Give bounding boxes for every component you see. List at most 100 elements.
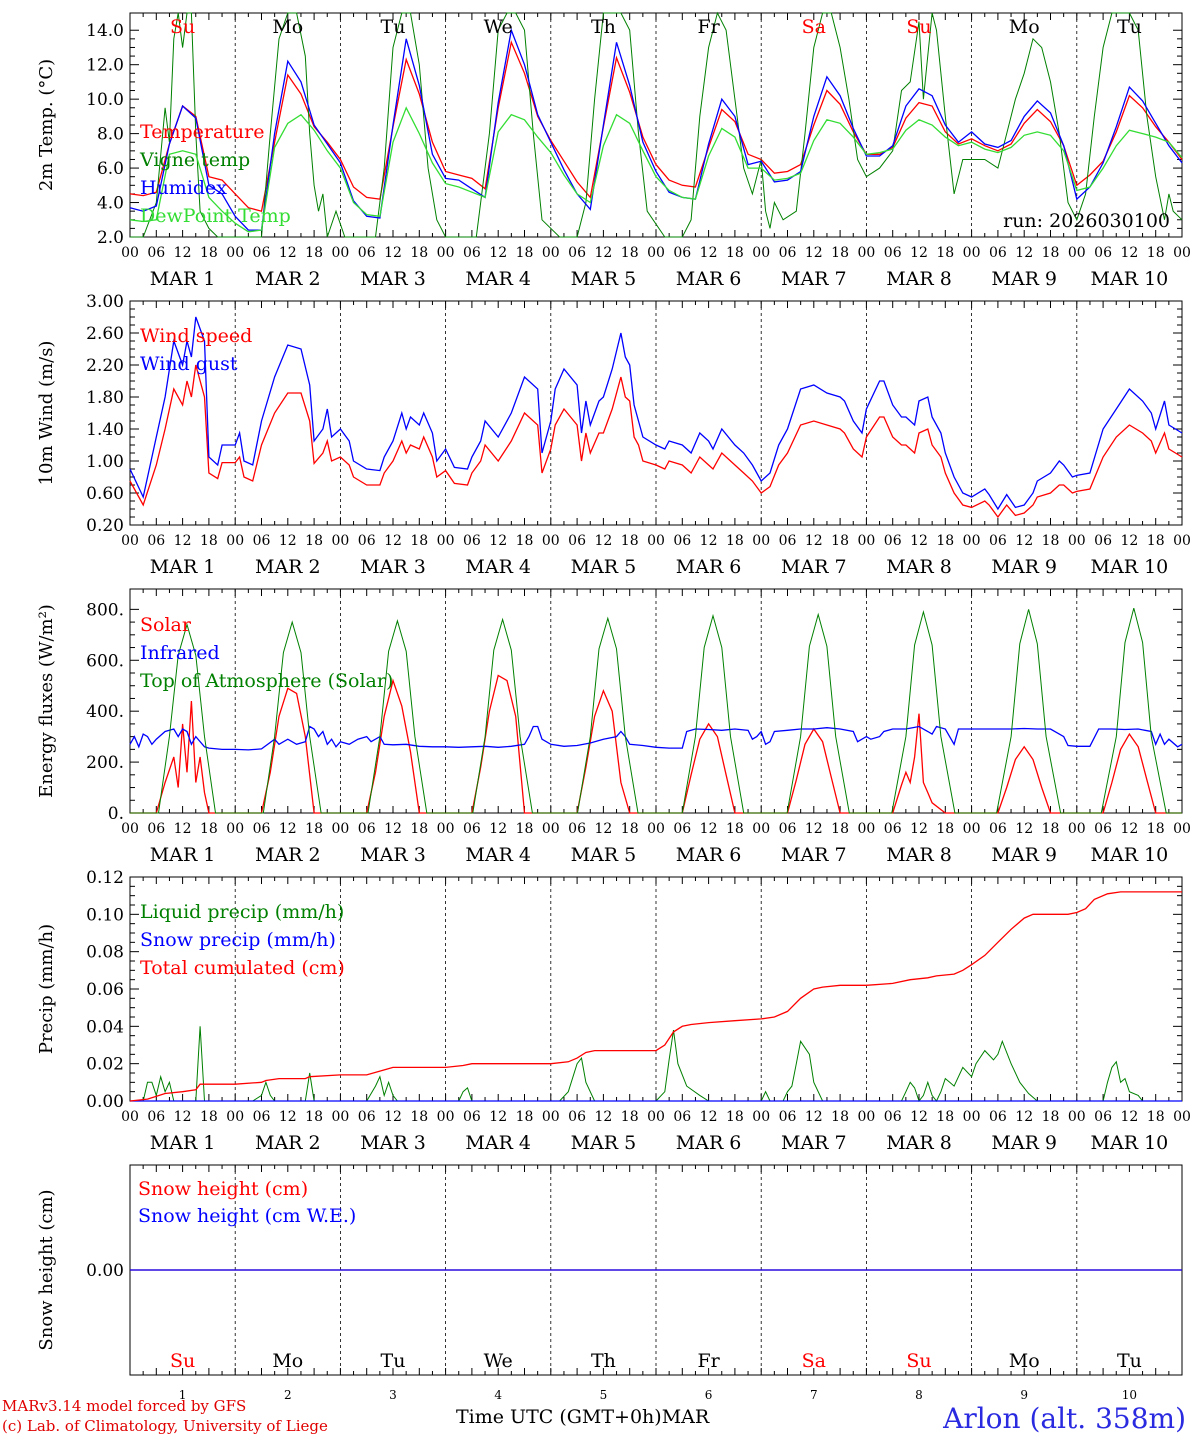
hour-label: 12 <box>700 245 718 261</box>
hour-label: 18 <box>726 245 744 261</box>
weekday-label: Th <box>591 1350 616 1372</box>
hour-label: 06 <box>884 533 902 549</box>
hour-label: 18 <box>1042 533 1060 549</box>
y-tick-label: 0.00 <box>86 1261 124 1281</box>
panel-flux: 0. 200. 400. 600. 800. Energy fluxes (W/m²) So… <box>36 588 1191 866</box>
hour-label: 12 <box>174 245 192 261</box>
hour-label: 06 <box>1094 245 1112 261</box>
hour-label: 06 <box>253 1109 271 1125</box>
hour-label: 00 <box>857 1109 875 1125</box>
date-label: MAR 10 <box>1091 268 1169 290</box>
hour-label: 12 <box>384 245 402 261</box>
hour-label: 12 <box>489 821 507 837</box>
hour-label: 00 <box>1173 533 1191 549</box>
hour-label: 00 <box>542 533 560 549</box>
series-line-wind-speed <box>129 364 1183 519</box>
hour-label: 00 <box>437 821 455 837</box>
date-label: MAR 5 <box>571 1132 637 1154</box>
y-tick-label: 10.0 <box>86 90 124 110</box>
date-label: MAR 4 <box>465 844 531 866</box>
hour-label: 18 <box>410 821 428 837</box>
hour-label: 18 <box>1147 533 1165 549</box>
hour-label: 06 <box>779 1109 797 1125</box>
hour-label: 00 <box>226 245 244 261</box>
hour-label: 12 <box>594 245 612 261</box>
weekday-label: We <box>484 16 513 38</box>
hour-label: 00 <box>437 1109 455 1125</box>
weekday-label: Fr <box>697 16 720 38</box>
series-line-vigne-temp <box>130 11 1183 238</box>
hour-label: 18 <box>305 821 323 837</box>
y-tick-label: 200. <box>86 753 124 773</box>
date-label: MAR 7 <box>781 844 847 866</box>
day-number-label: 3 <box>389 1388 397 1402</box>
hour-label: 18 <box>200 1109 218 1125</box>
hour-label: 00 <box>542 245 560 261</box>
y-tick-label: 800. <box>86 600 124 620</box>
date-label: MAR 9 <box>991 556 1057 578</box>
date-label: MAR 5 <box>571 556 637 578</box>
date-label: MAR 8 <box>886 1132 952 1154</box>
hour-label: 00 <box>963 245 981 261</box>
hour-label: 18 <box>305 1109 323 1125</box>
hour-label: 00 <box>437 533 455 549</box>
hour-label: 00 <box>752 533 770 549</box>
date-label: MAR 6 <box>676 556 742 578</box>
series-line-dewpoint-temp <box>129 106 1183 233</box>
day-number-label: 6 <box>705 1388 713 1402</box>
hour-label: 00 <box>1173 245 1191 261</box>
y-axis-label: 2m Temp. (°C) <box>36 59 57 191</box>
hour-label: 12 <box>1120 533 1138 549</box>
legend-entry: Snow height (cm) <box>138 1178 308 1200</box>
legend-entry: Top of Atmosphere (Solar) <box>140 670 393 692</box>
lab-credit: (c) Lab. of Climatology, University of L… <box>2 1417 328 1435</box>
hour-label: 06 <box>1094 821 1112 837</box>
weekday-label: Mo <box>1009 16 1040 38</box>
hour-label: 00 <box>752 821 770 837</box>
hour-label: 12 <box>805 1109 823 1125</box>
day-number-label: 9 <box>1020 1388 1028 1402</box>
hour-label: 18 <box>831 533 849 549</box>
hour-label: 06 <box>568 1109 586 1125</box>
day-number-label: 4 <box>494 1388 502 1402</box>
hour-label: 12 <box>594 821 612 837</box>
hour-label: 00 <box>857 533 875 549</box>
weekday-label: Su <box>170 1350 195 1372</box>
date-label: MAR 1 <box>150 556 216 578</box>
panel-wind: 0.20 0.60 1.00 1.40 1.80 2.20 2.60 3.00 10m Wind… <box>36 292 1191 578</box>
hour-label: 06 <box>253 245 271 261</box>
y-tick-label: 14.0 <box>86 21 124 41</box>
hour-label: 06 <box>358 245 376 261</box>
hour-label: 12 <box>489 245 507 261</box>
hour-label: 06 <box>673 821 691 837</box>
legend-entry: Vigne temp <box>139 149 250 171</box>
hour-label: 00 <box>647 1109 665 1125</box>
weekday-label: Tu <box>1117 1350 1142 1372</box>
hour-label: 00 <box>963 533 981 549</box>
hour-label: 06 <box>779 533 797 549</box>
hour-label: 18 <box>621 245 639 261</box>
y-tick-label: 0.08 <box>86 943 124 963</box>
date-label: MAR 1 <box>150 268 216 290</box>
hour-label: 06 <box>358 1109 376 1125</box>
y-tick-label: 12.0 <box>86 56 124 76</box>
hour-label: 12 <box>910 245 928 261</box>
hour-label: 06 <box>884 1109 902 1125</box>
hour-label: 12 <box>594 1109 612 1125</box>
date-label: MAR 6 <box>676 1132 742 1154</box>
hour-label: 06 <box>779 245 797 261</box>
hour-label: 12 <box>1015 1109 1033 1125</box>
hour-label: 06 <box>147 533 165 549</box>
hour-label: 18 <box>410 245 428 261</box>
hour-label: 00 <box>121 1109 139 1125</box>
y-tick-label: 0.04 <box>86 1017 124 1037</box>
hour-label: 12 <box>174 821 192 837</box>
weekday-label: Sa <box>802 16 826 38</box>
hour-label: 06 <box>358 533 376 549</box>
hour-label: 12 <box>805 245 823 261</box>
hour-label: 00 <box>1068 821 1086 837</box>
hour-label: 00 <box>226 821 244 837</box>
legend-entry: Total cumulated (cm) <box>140 957 345 979</box>
day-number-label: 7 <box>810 1388 818 1402</box>
hour-label: 18 <box>726 1109 744 1125</box>
